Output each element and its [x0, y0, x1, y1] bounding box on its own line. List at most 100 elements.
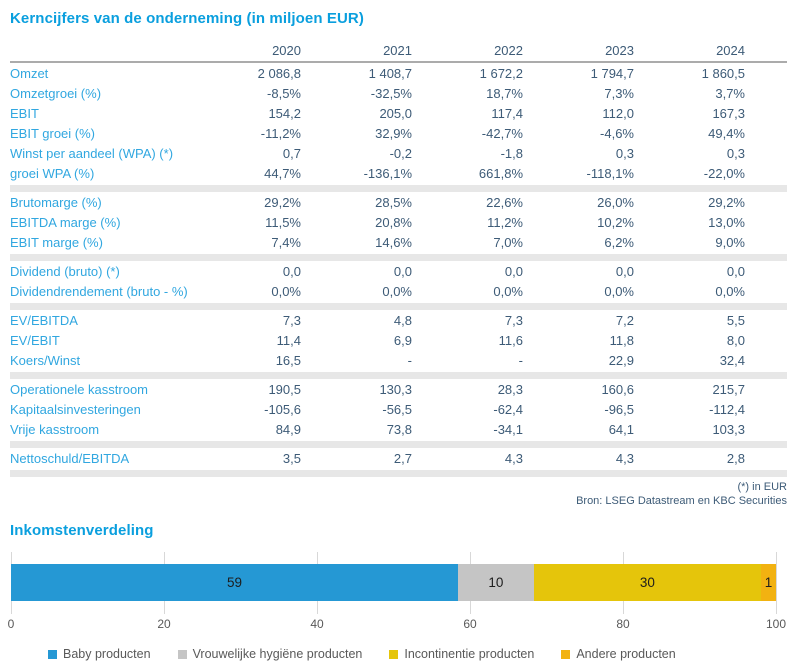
row-value: 7,2 [615, 312, 634, 328]
table-row: Vrije kasstroom 84,9 73,8 -34,1 64,1 103,3 [10, 419, 787, 439]
table-row: Dividendrendement (bruto - %) 0,0% 0,0% 0,0… [10, 281, 787, 301]
row-value: 20,8% [375, 214, 412, 230]
row-value: 11,6 [498, 332, 523, 348]
section-gap [10, 468, 787, 470]
axis-tick-label: 20 [157, 617, 171, 631]
row-value: 2,7 [393, 450, 412, 466]
section-separator-cell [10, 470, 787, 477]
stacked-bar: 59 10 30 1 [11, 564, 776, 601]
row-value: 4,8 [393, 312, 412, 328]
section-gap-cell [10, 301, 787, 303]
row-value: 7,4% [271, 234, 301, 250]
row-label: Nettoschuld/EBITDA [10, 450, 130, 466]
section-gap [10, 301, 787, 303]
row-value: 160,6 [601, 381, 634, 397]
legend-label: Incontinentie producten [404, 647, 535, 661]
row-pad-cell [745, 232, 787, 252]
row-pad-cell [745, 103, 787, 123]
row-value: 73,8 [386, 421, 412, 437]
row-value: 0,3 [726, 145, 745, 161]
row-value: 14,6% [375, 234, 412, 250]
row-label: EBIT [10, 105, 39, 121]
row-value: -42,7% [481, 125, 523, 141]
legend-label: Andere producten [576, 647, 676, 661]
section-separator [10, 303, 787, 310]
row-pad-cell [745, 379, 787, 399]
table-row: Kapitaalsinvesteringen -105,6 -56,5 -62,4 -9… [10, 399, 787, 419]
row-value: 6,9 [393, 332, 412, 348]
bar-segment-value: 1 [764, 575, 773, 590]
legend-label: Baby producten [63, 647, 151, 661]
row-value: 190,5 [268, 381, 301, 397]
row-value: 44,7% [264, 165, 301, 181]
row-value: 28,5% [375, 194, 412, 210]
row-value: -8,5% [267, 85, 301, 101]
row-value: 0,0% [715, 283, 745, 299]
row-pad-cell [745, 192, 787, 212]
legend-item-andere-producten: Andere producten [561, 647, 676, 661]
table-row: groei WPA (%) 44,7% -136,1% 661,8% -118,1% -2… [10, 163, 787, 183]
row-value: 0,0% [271, 283, 301, 299]
row-value: 0,0 [726, 263, 745, 279]
section-gap-cell [10, 370, 787, 372]
table-row: EBITDA marge (%) 11,5% 20,8% 11,2% 10,2% 13,0… [10, 212, 787, 232]
row-label: EV/EBIT [10, 332, 60, 348]
row-value: 117,4 [491, 105, 523, 121]
row-value: 28,3 [497, 381, 523, 397]
legend-swatch [177, 649, 187, 659]
row-pad-cell [745, 163, 787, 183]
row-pad-cell [745, 62, 787, 83]
row-value: -32,5% [370, 85, 412, 101]
table-row: Brutomarge (%) 29,2% 28,5% 22,6% 26,0% 29,2% [10, 192, 787, 212]
chart-title: Inkomstenverdeling [10, 522, 154, 539]
row-value: 2,8 [726, 450, 745, 466]
section-gap-cell [10, 252, 787, 254]
row-pad-cell [745, 350, 787, 370]
row-label: EBIT marge (%) [10, 234, 103, 250]
row-value: 0,0% [493, 283, 523, 299]
table-row: EV/EBIT 11,4 6,9 11,6 11,8 8,0 [10, 330, 787, 350]
year-header: 2021 [383, 43, 412, 58]
row-value: 0,0 [504, 263, 523, 279]
row-value: -34,1 [493, 421, 523, 437]
row-value: -11,2% [260, 125, 301, 141]
bar-segment-incontinentie-producten: 30 [533, 564, 762, 601]
section-separator [10, 185, 787, 192]
row-pad-cell [745, 330, 787, 350]
bar-segment-vrouwelijke-hygi-ne-producten: 10 [457, 564, 534, 601]
row-pad-cell [745, 261, 787, 281]
year-header: 2023 [605, 43, 634, 58]
table-row: Operationele kasstroom 190,5 130,3 28,3 160,… [10, 379, 787, 399]
row-value: -1,8 [500, 145, 523, 161]
section-separator-cell [10, 441, 787, 448]
legend-swatch [389, 649, 399, 659]
row-value: 2 086,8 [257, 65, 301, 81]
row-value: 7,3 [282, 312, 301, 328]
row-value: 3,7% [715, 85, 745, 101]
row-value: - [518, 352, 523, 368]
table-row: EBIT marge (%) 7,4% 14,6% 7,0% 6,2% 9,0% [10, 232, 787, 252]
row-label: EBIT groei (%) [10, 125, 96, 141]
row-pad-cell [745, 83, 787, 103]
row-value: 7,0% [493, 234, 523, 250]
section-gap-cell [10, 468, 787, 470]
row-value: 22,9 [608, 352, 634, 368]
corner-cell [10, 40, 190, 62]
row-label: Dividendrendement (bruto - %) [10, 283, 188, 299]
year-header: 2024 [716, 43, 745, 58]
row-pad-cell [745, 143, 787, 163]
table-row: EV/EBITDA 7,3 4,8 7,3 7,2 5,5 [10, 310, 787, 330]
row-value: 11,2% [487, 214, 523, 230]
section-separator [10, 441, 787, 448]
row-label: Winst per aandeel (WPA) (*) [10, 145, 174, 161]
row-value: - [407, 352, 412, 368]
row-value: 167,3 [712, 105, 745, 121]
plot-area: 59 10 30 1 [11, 552, 777, 614]
section-gap-cell [10, 183, 787, 185]
table-row: Winst per aandeel (WPA) (*) 0,7 -0,2 -1,8 0,… [10, 143, 787, 163]
row-value: 7,3 [504, 312, 523, 328]
row-label: Kapitaalsinvesteringen [10, 401, 141, 417]
row-label: Brutomarge (%) [10, 194, 102, 210]
row-value: 0,3 [615, 145, 634, 161]
